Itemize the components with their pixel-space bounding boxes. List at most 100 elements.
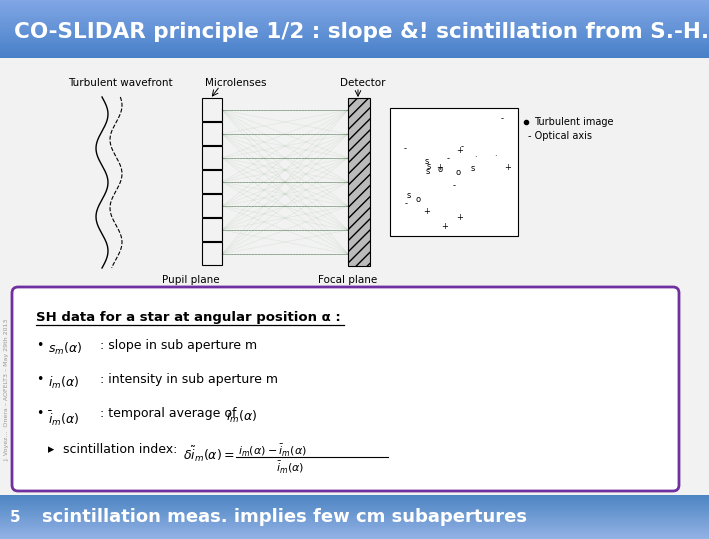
Bar (0, 58, 709, 495)
Bar (0, 21, 709, 23)
Bar (0, 12, 709, 13)
Bar (0, 55, 709, 57)
Bar (0, 34, 709, 35)
Bar (0, 535, 709, 536)
Bar (0, 519, 709, 520)
Bar (0, 54, 709, 56)
Text: -: - (447, 155, 450, 163)
Text: s: s (427, 162, 431, 170)
Bar (0, 498, 709, 499)
Text: Focal plane: Focal plane (318, 275, 377, 285)
Text: Turbulent image: Turbulent image (534, 117, 613, 127)
Bar (0, 536, 709, 537)
Bar (0, 510, 709, 511)
Bar (0, 533, 709, 534)
Bar (0, 511, 709, 513)
Bar (0, 17, 709, 19)
Bar (390, 108, 518, 236)
Bar (0, 46, 709, 48)
Bar (0, 525, 709, 526)
Bar (0, 4, 709, 5)
Bar (0, 32, 709, 33)
Bar (202, 218, 222, 241)
Bar (0, 40, 709, 42)
Bar (0, 514, 709, 515)
Bar (0, 509, 709, 510)
Text: o: o (456, 168, 461, 177)
Bar (0, 28, 709, 30)
Bar (0, 521, 709, 523)
Bar (0, 15, 709, 16)
Bar (0, 506, 709, 507)
Bar (0, 38, 709, 39)
Text: +: + (504, 163, 511, 171)
Text: .: . (494, 149, 496, 157)
Text: - Optical axis: - Optical axis (528, 131, 592, 141)
Bar (0, 513, 709, 514)
Bar (0, 523, 709, 525)
Bar (0, 49, 709, 50)
Bar (0, 500, 709, 501)
Text: $\delta\tilde{i}_m(\alpha)=$: $\delta\tilde{i}_m(\alpha)=$ (183, 444, 235, 464)
Text: $i_m(\alpha)-\bar{i}_m(\alpha)$: $i_m(\alpha)-\bar{i}_m(\alpha)$ (238, 442, 307, 458)
Bar (202, 242, 222, 265)
Bar (0, 528, 709, 529)
Text: .: . (474, 150, 477, 159)
Bar (0, 33, 709, 34)
Bar (0, 50, 709, 52)
Text: +: + (423, 207, 430, 216)
Bar (0, 502, 709, 503)
Bar (0, 19, 709, 21)
Text: +: + (456, 146, 463, 155)
Bar (0, 502, 709, 503)
Bar (0, 522, 709, 523)
Bar (202, 170, 222, 193)
Bar (0, 20, 709, 22)
Bar (0, 535, 709, 536)
Text: s: s (406, 191, 411, 200)
Bar (0, 499, 709, 500)
Text: +: + (442, 222, 448, 231)
Text: ▸: ▸ (48, 443, 55, 456)
Bar (0, 531, 709, 532)
Bar (0, 9, 709, 10)
Bar (0, 47, 709, 49)
Bar (0, 516, 709, 517)
Text: $\bar{i}_m(\alpha)$: $\bar{i}_m(\alpha)$ (276, 459, 304, 475)
Text: scintillation index:: scintillation index: (63, 443, 177, 456)
Bar (348, 98, 370, 266)
Bar (0, 533, 709, 534)
Text: -: - (404, 144, 407, 153)
Bar (0, 2, 709, 3)
Bar (0, 36, 709, 37)
Bar (0, 56, 709, 58)
Bar (0, 496, 709, 497)
Bar (0, 527, 709, 528)
Bar (0, 3, 709, 4)
Bar (0, 512, 709, 513)
Bar (0, 29, 709, 31)
Text: : intensity in sub aperture m: : intensity in sub aperture m (100, 373, 278, 386)
Text: Detector: Detector (340, 78, 386, 88)
Bar (0, 515, 709, 516)
Bar (202, 194, 222, 217)
Bar (0, 513, 709, 515)
Text: $i_m(\alpha)$: $i_m(\alpha)$ (226, 409, 257, 425)
Bar (0, 31, 709, 32)
Text: Microlenses: Microlenses (205, 78, 267, 88)
Bar (0, 39, 709, 40)
Bar (0, 12, 709, 14)
Bar (0, 518, 709, 519)
Bar (0, 531, 709, 533)
Text: +: + (456, 213, 463, 222)
Bar (0, 538, 709, 539)
Bar (0, 30, 709, 31)
Bar (0, 521, 709, 522)
Bar (0, 505, 709, 507)
Bar (0, 517, 709, 518)
Bar (0, 530, 709, 531)
Bar (0, 40, 709, 41)
Text: $s_m(\alpha)$: $s_m(\alpha)$ (48, 341, 82, 357)
Bar (0, 57, 709, 59)
Bar (202, 146, 222, 169)
